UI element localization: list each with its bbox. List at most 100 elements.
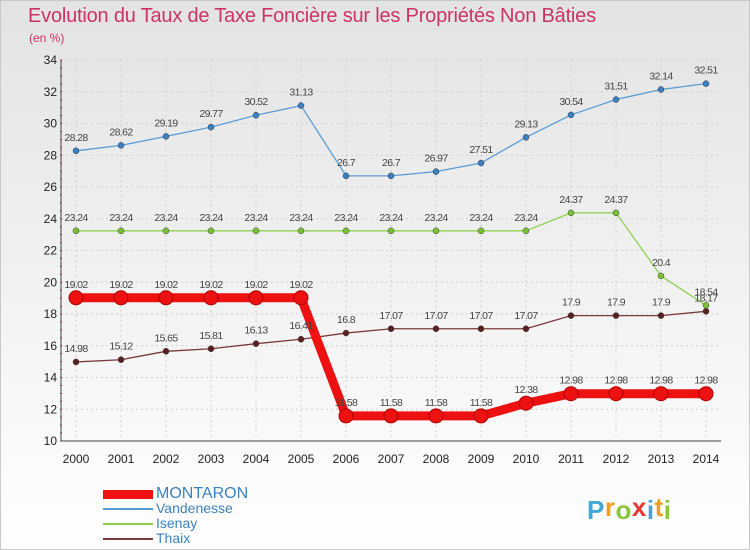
data-label-vandenesse-2011: 30.54	[559, 96, 583, 108]
data-label-montaron-2009: 11.58	[470, 397, 493, 409]
data-label-thaix-2014: 18.17	[694, 292, 718, 304]
point-thaix-2012	[612, 312, 620, 319]
data-label-isenay-2009: 23.24	[469, 212, 493, 224]
point-montaron-2003	[203, 290, 219, 306]
data-label-isenay-2001: 23.24	[109, 212, 133, 224]
data-label-isenay-2005: 23.24	[289, 212, 313, 224]
data-label-thaix-2003: 15.81	[199, 330, 223, 342]
point-isenay-2001	[117, 227, 125, 235]
y-tick-label: 10	[44, 434, 58, 448]
data-label-montaron-2013: 12.98	[649, 375, 673, 387]
point-thaix-2008	[432, 325, 440, 333]
data-label-vandenesse-2003: 29.77	[199, 108, 223, 120]
data-label-isenay-2006: 23.24	[334, 212, 358, 224]
point-isenay-2012	[612, 209, 620, 217]
point-montaron-2002	[158, 290, 174, 306]
data-label-thaix-2007: 17.07	[379, 310, 403, 322]
legend-swatch-isenay	[103, 522, 153, 525]
legend-swatch-thaix	[103, 537, 153, 540]
point-thaix-2004	[252, 340, 260, 347]
x-tick-label: 2014	[693, 452, 720, 466]
point-vandenesse-2006	[342, 172, 350, 180]
point-thaix-2000	[72, 358, 80, 366]
x-tick-label: 2007	[378, 452, 405, 466]
legend-item-montaron: MONTARON	[103, 486, 303, 502]
legend-label-isenay: Isenay	[156, 515, 198, 531]
point-isenay-2004	[252, 227, 260, 235]
data-label-thaix-2011: 17.9	[562, 297, 581, 309]
data-label-montaron-2011: 12.98	[559, 375, 583, 387]
gridlines	[61, 59, 721, 442]
point-isenay-2011	[567, 209, 575, 217]
data-label-thaix-2006: 16.8	[337, 314, 356, 326]
logo-letter: P	[587, 495, 605, 525]
data-label-vandenesse-2006: 26.7	[337, 157, 356, 169]
series-group	[68, 80, 714, 424]
x-tick-label: 2006	[333, 452, 360, 466]
x-tick-label: 2003	[198, 452, 225, 466]
data-label-thaix-2009: 17.07	[469, 310, 493, 322]
y-tick-label: 14	[44, 371, 58, 385]
data-label-montaron-2008: 11.58	[425, 397, 448, 409]
chart-title: Evolution du Taux de Taxe Foncière sur l…	[28, 5, 596, 27]
legend-item-thaix: Thaix	[103, 531, 303, 546]
data-label-vandenesse-2000: 28.28	[64, 132, 88, 144]
data-label-thaix-2013: 17.9	[652, 297, 671, 309]
data-label-isenay-2004: 23.24	[244, 212, 268, 224]
data-label-vandenesse-2008: 26.97	[424, 153, 448, 165]
point-vandenesse-2011	[567, 111, 575, 119]
logo-letter: r	[604, 492, 616, 522]
point-vandenesse-2002	[162, 133, 170, 140]
y-tick-label: 32	[44, 85, 58, 99]
data-label-vandenesse-2012: 31.51	[604, 81, 628, 93]
x-tick-label: 2001	[108, 452, 135, 466]
point-isenay-2006	[342, 227, 350, 235]
x-tick-label: 2012	[603, 452, 630, 466]
point-montaron-2012	[608, 386, 624, 402]
y-tick-label: 24	[44, 212, 58, 226]
data-label-vandenesse-2014: 32.51	[694, 65, 718, 77]
point-thaix-2014	[702, 308, 710, 315]
logo-letter: i	[646, 495, 655, 525]
data-label-thaix-2012: 17.9	[607, 297, 626, 309]
point-vandenesse-2012	[612, 96, 620, 103]
data-label-thaix-2005: 16.41	[289, 320, 313, 332]
point-vandenesse-2013	[657, 86, 665, 93]
data-label-montaron-2006: 11.58	[335, 397, 358, 409]
data-label-montaron-2012: 12.98	[604, 375, 628, 387]
point-vandenesse-2003	[207, 123, 215, 131]
point-montaron-2013	[653, 386, 669, 402]
point-vandenesse-2007	[387, 172, 395, 180]
point-thaix-2009	[477, 325, 485, 333]
point-thaix-2006	[342, 329, 350, 337]
point-vandenesse-2008	[432, 168, 440, 175]
logo-letter: i	[663, 495, 672, 525]
y-tick-label: 28	[44, 148, 58, 162]
data-label-vandenesse-2004: 30.52	[244, 96, 268, 108]
point-isenay-2008	[432, 227, 440, 235]
point-montaron-2014	[698, 386, 714, 402]
point-thaix-2007	[387, 325, 395, 333]
point-isenay-2007	[387, 227, 395, 235]
legend: MONTARON Vandenesse Isenay Thaix	[103, 486, 303, 546]
point-vandenesse-2014	[702, 80, 710, 87]
data-label-vandenesse-2013: 32.14	[649, 71, 673, 83]
data-label-isenay-2011: 24.37	[559, 194, 583, 206]
point-thaix-2001	[117, 356, 125, 363]
legend-label-thaix: Thaix	[156, 530, 191, 546]
data-label-vandenesse-2001: 28.62	[109, 126, 133, 138]
point-montaron-2006	[338, 408, 354, 424]
proxiti-logo: Proxiti	[587, 492, 672, 525]
logo-letter: o	[615, 495, 632, 525]
point-thaix-2010	[522, 325, 530, 333]
data-label-isenay-2010: 23.24	[514, 212, 538, 224]
unit-label: (en %)	[29, 31, 65, 45]
data-label-thaix-2010: 17.07	[514, 310, 538, 322]
x-tick-label: 2002	[153, 452, 180, 466]
point-montaron-2000	[68, 290, 84, 306]
data-label-vandenesse-2005: 31.13	[289, 87, 313, 99]
data-label-thaix-2008: 17.07	[424, 310, 448, 322]
point-vandenesse-2010	[522, 134, 530, 141]
data-label-montaron-2002: 19.02	[154, 279, 178, 291]
